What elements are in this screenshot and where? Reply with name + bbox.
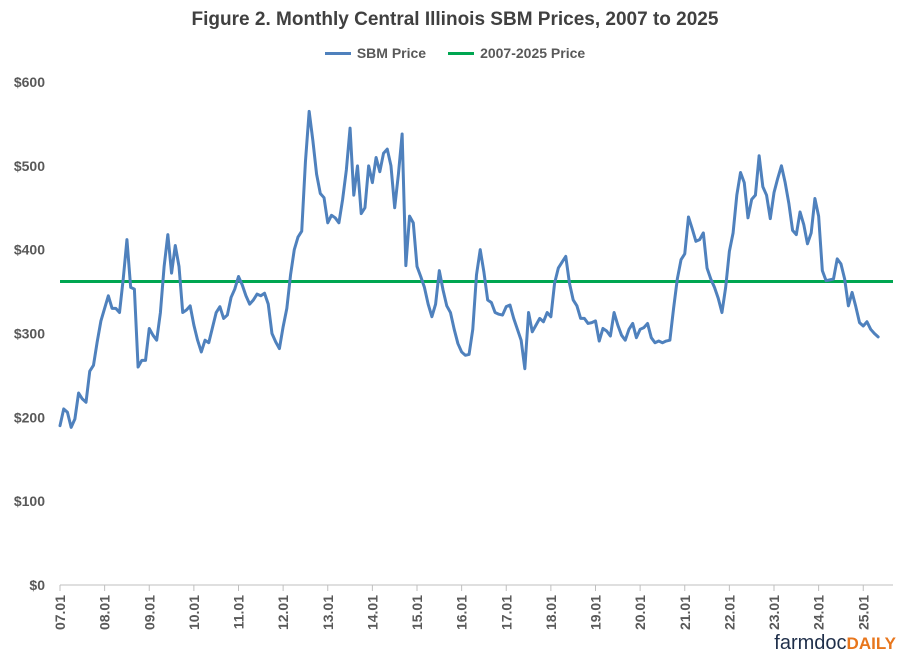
x-tick-label: 17.01 [498, 595, 514, 630]
x-tick-label: 11.01 [231, 595, 247, 629]
x-tick-label: 20.01 [632, 595, 648, 630]
legend-item-average-price: 2007-2025 Price [448, 45, 585, 61]
logo-farm: farmdoc [774, 632, 847, 654]
x-tick-label: 07.01 [52, 595, 68, 630]
legend-swatch-average-price [448, 51, 475, 55]
legend: SBM Price 2007-2025 Price [0, 45, 910, 61]
y-tick-label: $600 [14, 74, 45, 90]
legend-label-sbm-price: SBM Price [356, 45, 427, 61]
x-tick-label: 08.01 [97, 595, 113, 630]
x-tick-label: 18.01 [543, 595, 559, 630]
legend-label-average-price: 2007-2025 Price [480, 45, 586, 61]
x-tick-label: 15.01 [409, 595, 425, 630]
x-tick-label: 12.01 [275, 595, 291, 630]
x-tick-label: 22.01 [721, 595, 737, 630]
x-tick-label: 19.01 [588, 595, 604, 630]
x-tick-label: 21.01 [677, 595, 693, 630]
x-tick-label: 14.01 [364, 595, 380, 630]
y-tick-label: $300 [14, 326, 45, 342]
y-tick-label: $100 [14, 493, 45, 509]
x-tick-label: 25.01 [855, 595, 871, 630]
series-line-sbm-price [58, 109, 880, 429]
y-tick-label: $400 [14, 242, 45, 258]
x-tick-label: 09.01 [141, 595, 157, 630]
x-tick-label: 16.01 [454, 595, 470, 630]
x-tick-label: 13.01 [320, 595, 336, 630]
x-tick-label: 10.01 [186, 595, 202, 630]
y-tick-label: $0 [29, 577, 45, 593]
y-tick-label: $200 [14, 409, 45, 425]
logo-daily: DAILY [846, 634, 896, 653]
legend-swatch-sbm-price [324, 51, 351, 55]
chart-title: Figure 2. Monthly Central Illinois SBM P… [191, 9, 719, 30]
x-tick-label: 24.01 [811, 595, 827, 630]
legend-item-sbm-price: SBM Price [324, 45, 427, 61]
farmdoc-daily-logo: farmdocDAILY [774, 632, 896, 655]
y-tick-label: $500 [14, 158, 45, 174]
x-tick-label: 23.01 [766, 595, 782, 630]
